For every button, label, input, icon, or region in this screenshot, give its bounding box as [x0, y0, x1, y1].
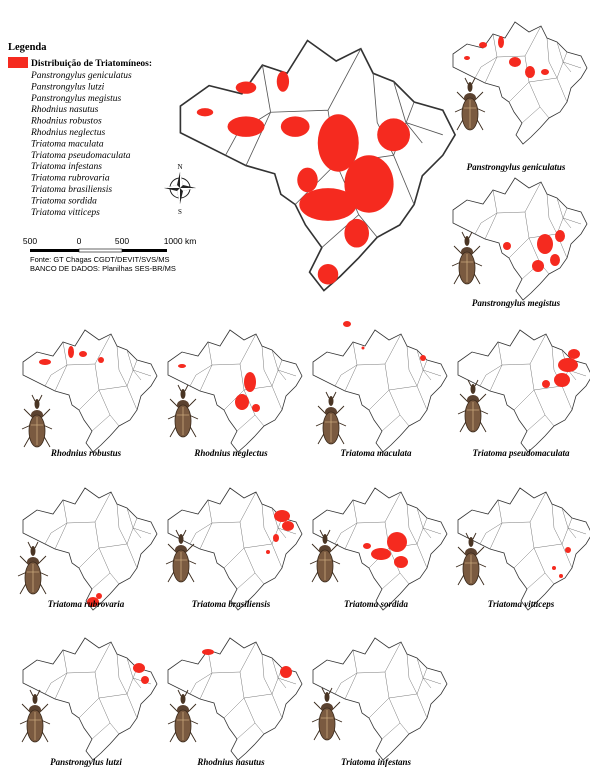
insect-photo — [454, 77, 486, 131]
legend-species-item: Panstrongylus lutzi — [30, 82, 105, 92]
compass: N S — [164, 163, 196, 216]
panel-caption: Triatoma rubrovaria — [48, 599, 125, 609]
map-panel — [457, 329, 590, 453]
legend-swatch — [8, 57, 28, 68]
map-panel — [312, 487, 448, 611]
legend-species-item: Panstrongylus geniculatus — [30, 71, 132, 81]
legend-species-item: Triatoma brasiliensis — [31, 185, 112, 195]
panel-caption: Triatoma sordida — [344, 599, 408, 609]
scale-bar: 500 0 500 1000 km — [23, 236, 197, 253]
source: BANCO DE DADOS: Planilhas SES-BR/MS — [30, 264, 176, 273]
compass-south: S — [178, 208, 182, 216]
source: Fonte: GT Chagas CGDT/DEVIT/SVS/MS — [30, 255, 170, 264]
insect-photo — [311, 687, 343, 741]
main-map — [179, 39, 456, 292]
insect-photo — [167, 384, 199, 438]
legend-species-item: Rhodnius robustos — [30, 117, 102, 127]
insect-photo — [17, 541, 49, 595]
panel-caption: Triatoma vitticeps — [488, 599, 555, 609]
scale-label: 500 — [115, 236, 129, 246]
legend-species-item: Triatoma sordida — [31, 196, 97, 206]
legend-species-item: Panstrongylus megistus — [30, 94, 121, 104]
insect-photo — [167, 689, 199, 743]
legend-species-item: Rhodnius nasutus — [30, 105, 99, 115]
panel-caption: Panstrongylus megistus — [472, 298, 561, 308]
insect-photo — [315, 391, 347, 445]
panel-caption: Rhodnius neglectus — [193, 448, 268, 458]
map-panel — [22, 637, 158, 761]
panel-caption: Triatoma pseudomaculata — [473, 448, 570, 458]
map-panel — [457, 487, 590, 611]
map-panel — [167, 637, 303, 761]
insect-photo — [21, 394, 53, 448]
legend-heading: Distribuição de Triatomíneos: — [31, 59, 152, 69]
scale-label: 1000 km — [164, 236, 197, 246]
compass-north: N — [177, 163, 182, 171]
legend-species-item: Triatoma pseudomaculata — [31, 151, 131, 161]
panel-caption: Rhodnius robustus — [50, 448, 122, 458]
map-panel — [312, 321, 448, 453]
insect-photo — [451, 231, 483, 285]
scale-label: 0 — [77, 236, 82, 246]
panels: Panstrongylus geniculatus Panstrongylus m… — [17, 21, 590, 767]
map-panel — [167, 487, 303, 611]
legend-title: Legenda — [8, 42, 47, 53]
panel-caption: Panstrongylus geniculatus — [467, 162, 566, 172]
legend-species-item: Rhodnius neglectus — [30, 128, 105, 138]
map-panel — [312, 637, 448, 761]
panel-caption: Triatoma brasiliensis — [192, 599, 271, 609]
legend-species-item: Triatoma maculata — [31, 139, 104, 149]
panel-caption: Triatoma infestans — [341, 757, 411, 767]
map-panel — [452, 177, 588, 301]
insect-photo — [19, 689, 51, 743]
map-panel — [22, 329, 158, 453]
scale-label: 500 — [23, 236, 37, 246]
panel-caption: Rhodnius nasutus — [196, 757, 265, 767]
map-panel — [452, 21, 588, 145]
map-panel — [22, 487, 158, 611]
panel-caption: Triatoma maculata — [341, 448, 412, 458]
legend-species-item: Triatoma rubrovaria — [31, 174, 110, 184]
panel-caption: Panstrongylus lutzi — [50, 757, 122, 767]
map-panel — [167, 329, 303, 453]
legend-species-item: Triatoma infestans — [31, 161, 102, 172]
legend-species-item: Triatoma vitticeps — [31, 208, 100, 218]
